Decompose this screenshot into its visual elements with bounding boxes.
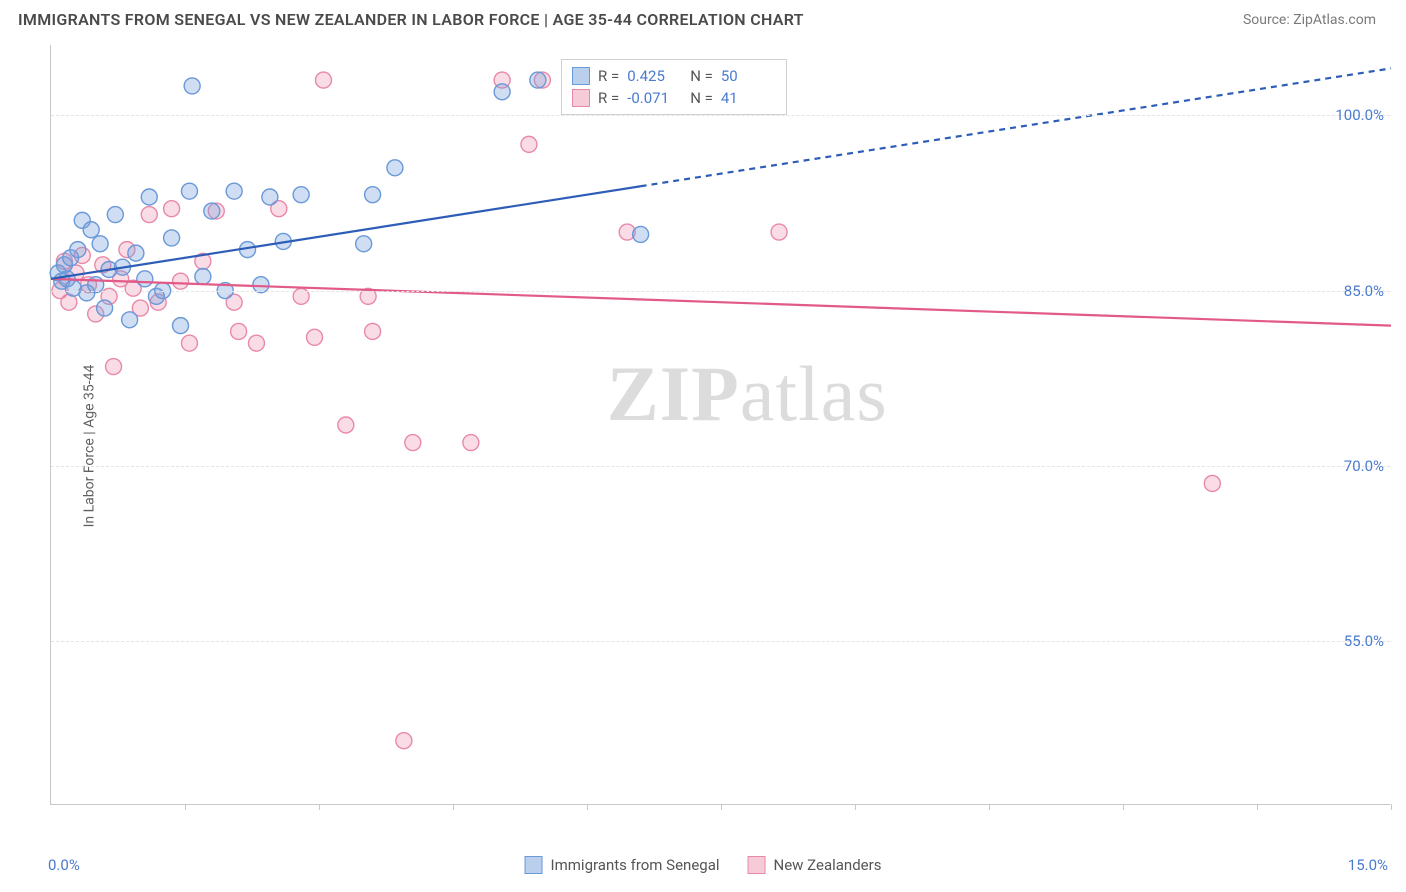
source-label: Source: ZipAtlas.com — [1243, 12, 1376, 28]
n-label: N = — [690, 65, 713, 87]
swatch-series-1 — [525, 856, 543, 874]
legend-label-2: New Zealanders — [774, 856, 882, 874]
x-tick-mark — [1123, 804, 1124, 810]
chart-title: IMMIGRANTS FROM SENEGAL VS NEW ZEALANDER… — [18, 10, 804, 29]
legend-row-series-2: R = -0.071 N = 41 — [572, 87, 776, 109]
legend-row-series-1: R = 0.425 N = 50 — [572, 65, 776, 87]
y-tick-label: 55.0% — [1344, 632, 1384, 650]
x-tick-mark — [185, 804, 186, 810]
n-value-2: 41 — [721, 87, 776, 109]
correlation-legend: R = 0.425 N = 50 R = -0.071 N = 41 — [561, 59, 787, 115]
x-axis-min-label: 0.0% — [48, 856, 80, 874]
n-value-1: 50 — [721, 65, 776, 87]
legend-item-series-2: New Zealanders — [748, 856, 882, 874]
swatch-series-2 — [572, 89, 590, 107]
x-tick-mark — [1391, 804, 1392, 810]
y-tick-label: 100.0% — [1335, 106, 1384, 124]
swatch-series-2 — [748, 856, 766, 874]
r-value-1: 0.425 — [627, 65, 682, 87]
r-label: R = — [598, 65, 619, 87]
swatch-series-1 — [572, 67, 590, 85]
chart-plot-area: ZIPatlas R = 0.425 N = 50 R = -0.071 N =… — [50, 45, 1390, 805]
x-tick-mark — [453, 804, 454, 810]
r-label: R = — [598, 87, 619, 109]
y-tick-label: 85.0% — [1344, 282, 1384, 300]
x-tick-mark — [1257, 804, 1258, 810]
legend-label-1: Immigrants from Senegal — [551, 856, 720, 874]
gridline — [51, 641, 1390, 642]
gridline — [51, 466, 1390, 467]
x-tick-mark — [855, 804, 856, 810]
x-tick-mark — [319, 804, 320, 810]
gridline — [51, 291, 1390, 292]
x-tick-mark — [721, 804, 722, 810]
gridline — [51, 115, 1390, 116]
legend-item-series-1: Immigrants from Senegal — [525, 856, 720, 874]
y-tick-label: 70.0% — [1344, 457, 1384, 475]
r-value-2: -0.071 — [627, 87, 682, 109]
x-tick-mark — [587, 804, 588, 810]
x-tick-mark — [989, 804, 990, 810]
chart-svg — [51, 45, 1390, 804]
series-legend: Immigrants from Senegal New Zealanders — [525, 856, 882, 874]
x-axis-max-label: 15.0% — [1348, 856, 1388, 874]
n-label: N = — [690, 87, 713, 109]
